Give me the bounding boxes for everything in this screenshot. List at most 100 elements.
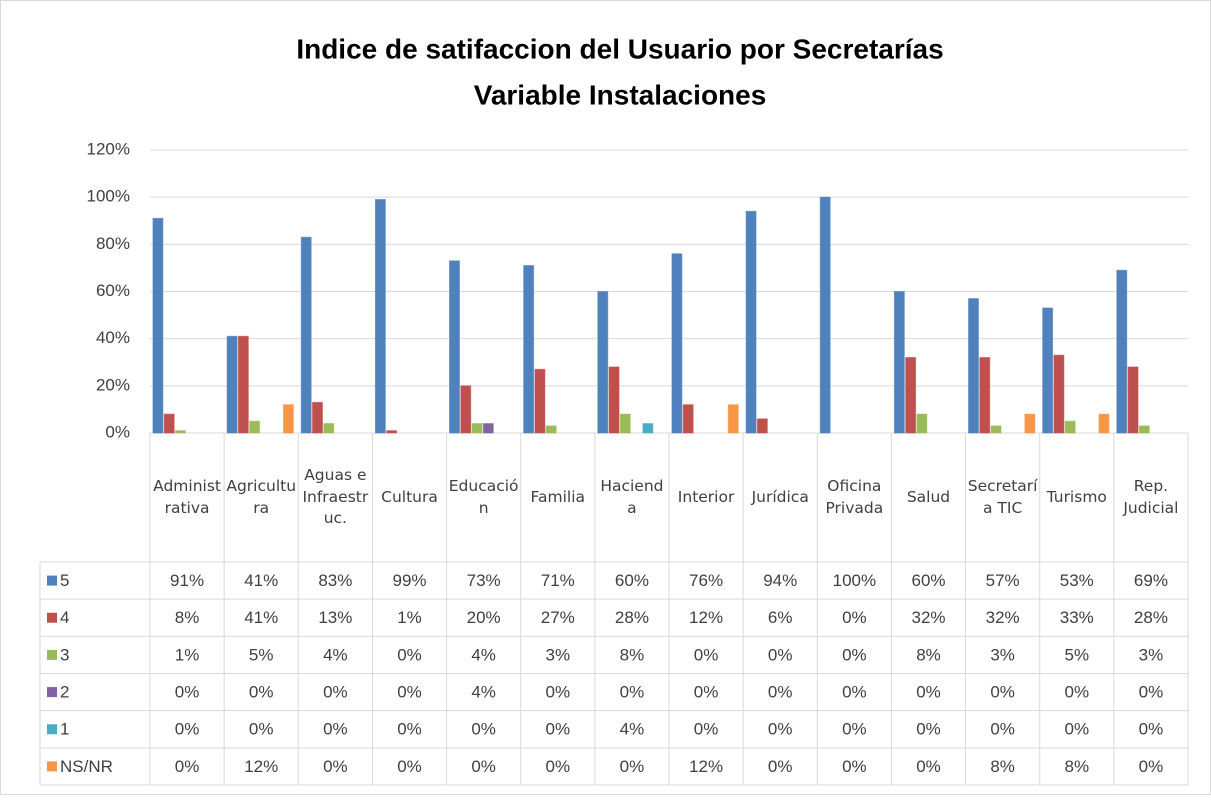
value-label: 4% xyxy=(323,645,348,664)
value-label: 28% xyxy=(1134,608,1168,627)
y-tick-label: 40% xyxy=(96,328,130,347)
y-tick-label: 80% xyxy=(96,234,130,253)
value-label: 73% xyxy=(467,571,501,590)
value-label: 12% xyxy=(244,757,278,776)
bar xyxy=(893,291,905,434)
value-label: 94% xyxy=(763,571,797,590)
bar xyxy=(905,357,917,434)
value-label: 0% xyxy=(397,757,422,776)
x-tick-label: Turismo xyxy=(1046,487,1107,506)
value-label: 0% xyxy=(768,720,793,739)
x-tick-cell: Educación xyxy=(448,476,519,517)
x-tick-cell: Interior xyxy=(678,488,735,506)
x-tick-cell: Aguas e Infraestruc. xyxy=(302,465,369,528)
bar xyxy=(968,298,979,434)
value-label: 0% xyxy=(916,683,941,702)
x-tick-label: Aguas e Infraestruc. xyxy=(302,465,369,528)
x-tick-label: Cultura xyxy=(381,487,438,506)
value-label: 0% xyxy=(1139,720,1164,739)
bar xyxy=(460,385,472,434)
value-label: 76% xyxy=(689,571,723,590)
value-label: 8% xyxy=(916,645,941,664)
bar xyxy=(1098,413,1110,434)
x-tick-cell: Secretaría TIC xyxy=(967,476,1038,517)
x-tick-cell: Salud xyxy=(907,488,950,506)
bar xyxy=(175,430,186,434)
value-label: 0% xyxy=(842,645,867,664)
value-label: 0% xyxy=(471,757,496,776)
value-label: 0% xyxy=(1064,720,1089,739)
value-label: 0% xyxy=(768,645,793,664)
x-tick-label: Educación xyxy=(448,476,519,517)
legend-label: 4 xyxy=(60,608,69,627)
value-label: 0% xyxy=(842,720,867,739)
x-tick-cell: Administrativa xyxy=(153,476,221,517)
bar xyxy=(619,413,631,434)
value-label: 99% xyxy=(392,571,426,590)
bar xyxy=(819,196,831,434)
value-label: 8% xyxy=(1064,757,1089,776)
value-label: 0% xyxy=(545,720,570,739)
legend-marker xyxy=(47,687,57,698)
x-tick-label: Familia xyxy=(530,487,586,506)
bar xyxy=(608,366,620,434)
value-label: 91% xyxy=(170,571,204,590)
value-label: 0% xyxy=(249,683,274,702)
bar xyxy=(1127,366,1139,434)
bar xyxy=(1116,269,1128,434)
bar xyxy=(642,423,654,434)
x-tick-label: Administrativa xyxy=(153,476,221,517)
bar xyxy=(449,260,460,434)
value-label: 0% xyxy=(323,720,348,739)
value-label: 0% xyxy=(545,757,570,776)
value-label: 57% xyxy=(986,571,1020,590)
value-label: 8% xyxy=(175,608,200,627)
value-label: 69% xyxy=(1134,571,1168,590)
value-label: 0% xyxy=(990,683,1015,702)
bar xyxy=(471,423,483,434)
value-label: 0% xyxy=(545,683,570,702)
value-label: 0% xyxy=(1139,757,1164,776)
value-label: 0% xyxy=(175,720,200,739)
legend-label: 5 xyxy=(60,571,69,590)
bar xyxy=(1064,420,1076,434)
x-tick-label: Rep. Judicial xyxy=(1123,476,1179,517)
value-label: 0% xyxy=(397,683,422,702)
value-label: 33% xyxy=(1060,608,1094,627)
value-label: 0% xyxy=(397,720,422,739)
value-label: 71% xyxy=(541,571,575,590)
value-label: 13% xyxy=(318,608,352,627)
x-tick-label: Agricultura xyxy=(226,476,297,517)
x-tick-cell: Agricultura xyxy=(226,476,297,517)
value-label: 1% xyxy=(175,645,200,664)
value-label: 3% xyxy=(1139,645,1164,664)
value-label: 0% xyxy=(768,757,793,776)
value-label: 0% xyxy=(916,757,941,776)
bar xyxy=(597,291,609,434)
y-tick-label: 0% xyxy=(105,422,130,441)
chart-title: Indice de satifaccion del Usuario por Se… xyxy=(296,33,943,64)
value-label: 32% xyxy=(986,608,1020,627)
x-tick-cell: Rep. Judicial xyxy=(1123,476,1179,517)
value-label: 41% xyxy=(244,608,278,627)
x-tick-label: Secretaría TIC xyxy=(967,476,1038,517)
bar xyxy=(323,423,335,434)
value-label: 41% xyxy=(244,571,278,590)
bar xyxy=(745,210,757,434)
bar xyxy=(482,423,494,434)
bar xyxy=(682,404,694,434)
bar xyxy=(545,425,557,434)
value-label: 4% xyxy=(471,645,496,664)
value-label: 5% xyxy=(249,645,274,664)
value-label: 0% xyxy=(471,720,496,739)
legend-marker xyxy=(47,575,57,586)
y-tick-label: 60% xyxy=(96,281,130,300)
x-tick-cell: Turismo xyxy=(1046,487,1107,506)
value-label: 12% xyxy=(689,757,723,776)
value-label: 3% xyxy=(990,645,1015,664)
value-label: 0% xyxy=(323,683,348,702)
bar xyxy=(916,413,928,434)
legend-label: 2 xyxy=(60,683,69,702)
value-label: 8% xyxy=(620,645,645,664)
